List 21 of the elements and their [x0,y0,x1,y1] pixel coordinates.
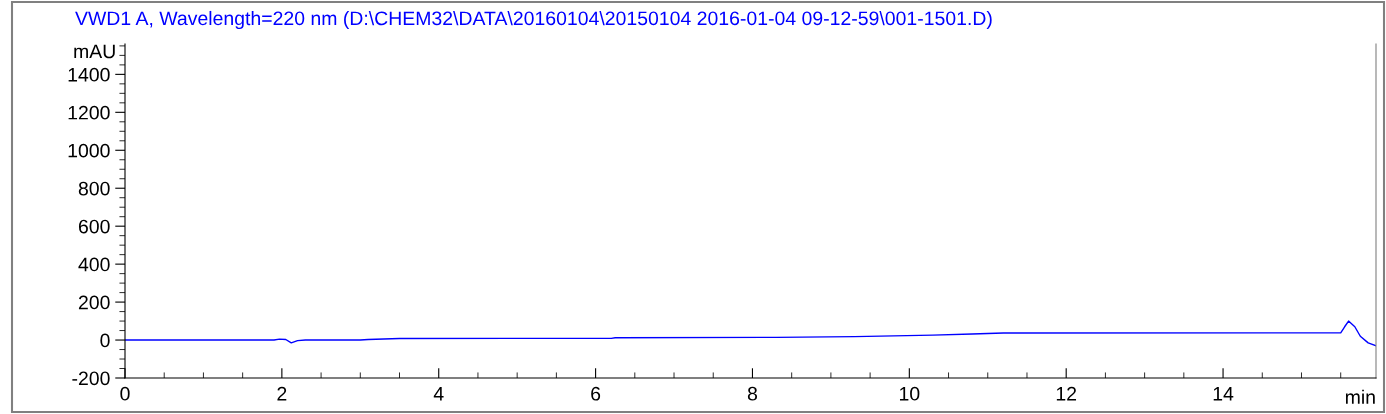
line-series [125,320,1376,347]
x-tick-label: 0 [120,386,130,401]
y-tick-label: -200 [72,371,110,386]
y-tick-label: 400 [78,257,110,272]
y-tick-label: 1200 [68,105,110,120]
y-axis-title: mAU [74,44,115,59]
x-tick-label: 4 [433,387,444,401]
x-tick-label: 12 [1056,386,1077,401]
x-tick-label: 8 [747,386,758,401]
x-tick-label: 14 [1213,387,1234,401]
y-tick-label: 800 [78,181,110,196]
y-tick-label: 1000 [68,143,110,158]
x-tick-label: 6 [591,386,601,401]
y-tick-label: 600 [78,219,110,234]
y-tick-label: 200 [78,295,110,310]
x-axis-title: min [1345,389,1375,404]
x-tick-label: 10 [900,386,920,401]
x-tick-label: 2 [277,386,287,401]
y-tick-label: 1400 [68,67,110,82]
chart-title: VWD1 A, Wavelength=220 nm (D:\CHEM32\DATA\20160104\20150104 2016-01-04 09-12-59\001-1501.D) [75,10,992,30]
y-tick-label: 0 [100,333,110,348]
